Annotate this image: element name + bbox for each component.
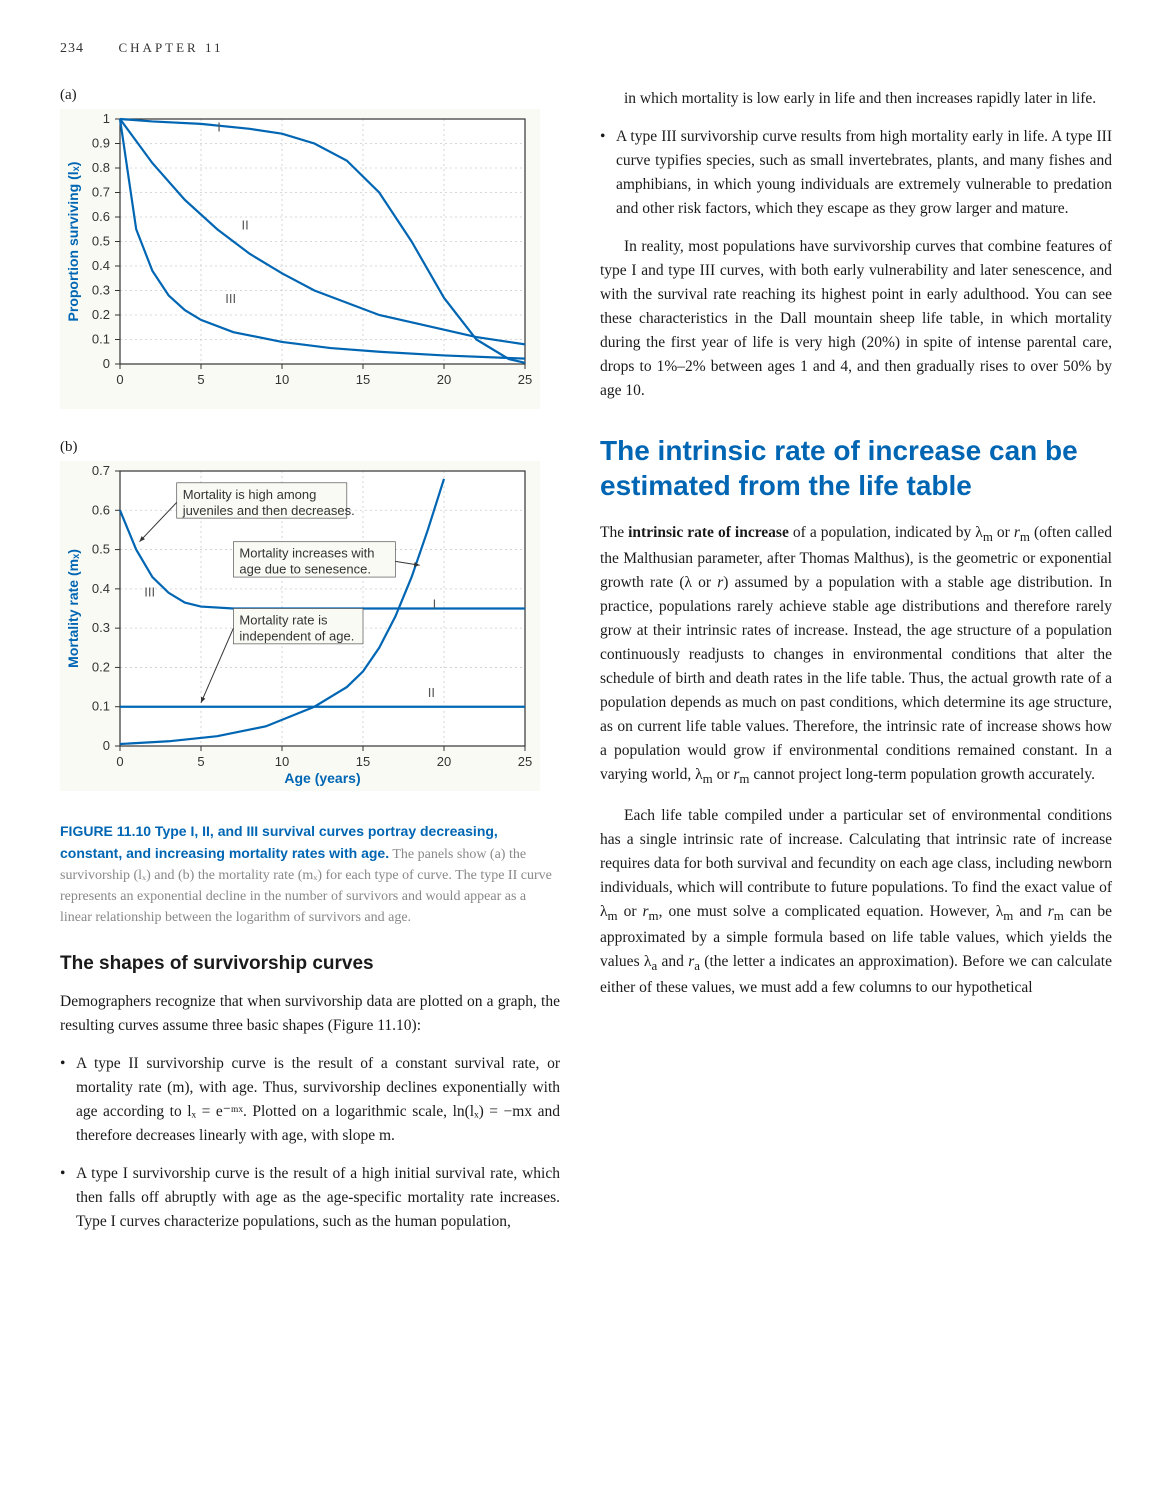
svg-text:0.3: 0.3 bbox=[92, 283, 110, 298]
svg-text:10: 10 bbox=[275, 372, 289, 387]
para-right-4: Each life table compiled under a particu… bbox=[600, 804, 1112, 1000]
chart-b-letter: (b) bbox=[60, 439, 560, 456]
svg-text:0: 0 bbox=[103, 356, 110, 371]
svg-text:III: III bbox=[225, 291, 236, 306]
bullet-right-0: A type III survivorship curve results fr… bbox=[600, 125, 1112, 221]
svg-text:0.5: 0.5 bbox=[92, 542, 110, 557]
chart-a: 0 5 10 15 20 25 0 0.1 0.2 0.3 0.4 0.5 0.6 0.7 0.8 0.9 1 P… bbox=[60, 109, 540, 409]
svg-text:5: 5 bbox=[197, 372, 204, 387]
svg-text:II: II bbox=[428, 685, 435, 700]
para-left-1: Demographers recognize that when survivo… bbox=[60, 990, 560, 1038]
svg-text:Mortality increases with: Mortality increases with bbox=[239, 546, 374, 561]
figure-number: FIGURE 11.10 bbox=[60, 823, 151, 839]
svg-text:0.2: 0.2 bbox=[92, 307, 110, 322]
svg-text:0.2: 0.2 bbox=[92, 659, 110, 674]
svg-text:Age (years): Age (years) bbox=[284, 770, 360, 786]
svg-text:0.9: 0.9 bbox=[92, 136, 110, 151]
svg-text:I: I bbox=[433, 597, 437, 612]
svg-text:0.1: 0.1 bbox=[92, 332, 110, 347]
svg-text:juveniles and then decreases.: juveniles and then decreases. bbox=[182, 503, 355, 518]
chart-b-container: (b) 0 5 10 15 20 25 0 0.1 0.2 0.3 0.4 0.5 0.6 0.7 Age … bbox=[60, 439, 560, 791]
svg-text:0.1: 0.1 bbox=[92, 699, 110, 714]
svg-text:II: II bbox=[242, 217, 249, 232]
svg-text:0.5: 0.5 bbox=[92, 234, 110, 249]
svg-text:0.4: 0.4 bbox=[92, 258, 110, 273]
page-header: 234 CHAPTER 11 bbox=[60, 40, 1112, 57]
svg-text:15: 15 bbox=[356, 754, 370, 769]
svg-text:0: 0 bbox=[103, 738, 110, 753]
svg-text:10: 10 bbox=[275, 754, 289, 769]
chapter-label: CHAPTER 11 bbox=[119, 40, 224, 55]
svg-text:25: 25 bbox=[518, 372, 532, 387]
chart-b: 0 5 10 15 20 25 0 0.1 0.2 0.3 0.4 0.5 0.6 0.7 Age (yea… bbox=[60, 461, 540, 791]
svg-text:Mortality rate (mₓ): Mortality rate (mₓ) bbox=[65, 549, 81, 668]
para-right-1: in which mortality is low early in life … bbox=[600, 87, 1112, 111]
svg-text:5: 5 bbox=[197, 754, 204, 769]
page-number: 234 bbox=[60, 41, 84, 57]
svg-text:0.7: 0.7 bbox=[92, 463, 110, 478]
svg-text:0.4: 0.4 bbox=[92, 581, 110, 596]
svg-text:0: 0 bbox=[116, 372, 123, 387]
section-head: The intrinsic rate of increase can be es… bbox=[600, 433, 1112, 503]
para-right-3: The intrinsic rate of increase of a popu… bbox=[600, 521, 1112, 789]
svg-text:20: 20 bbox=[437, 372, 451, 387]
bullets-right: A type III survivorship curve results fr… bbox=[600, 125, 1112, 221]
svg-text:Mortality rate is: Mortality rate is bbox=[239, 613, 328, 628]
svg-text:independent of age.: independent of age. bbox=[239, 629, 354, 644]
svg-text:Proportion surviving (lₓ): Proportion surviving (lₓ) bbox=[65, 162, 81, 322]
svg-text:25: 25 bbox=[518, 754, 532, 769]
svg-text:0.3: 0.3 bbox=[92, 620, 110, 635]
para-right-2: In reality, most populations have surviv… bbox=[600, 235, 1112, 403]
bullet-left-0: A type II survivorship curve is the resu… bbox=[60, 1052, 560, 1148]
svg-text:III: III bbox=[144, 585, 155, 600]
svg-text:1: 1 bbox=[103, 111, 110, 126]
svg-text:0.8: 0.8 bbox=[92, 160, 110, 175]
svg-text:Mortality is high among: Mortality is high among bbox=[183, 487, 317, 502]
svg-text:age due to senesence.: age due to senesence. bbox=[239, 562, 371, 577]
figure-caption: FIGURE 11.10 Type I, II, and III surviva… bbox=[60, 821, 560, 928]
svg-text:0: 0 bbox=[116, 754, 123, 769]
svg-text:15: 15 bbox=[356, 372, 370, 387]
svg-text:I: I bbox=[217, 119, 221, 134]
chart-a-container: (a) 051015202500.10.20.30.40.50.60.70.80… bbox=[60, 87, 560, 409]
bullet-left-1: A type I survivorship curve is the resul… bbox=[60, 1162, 560, 1234]
subhead-left: The shapes of survivorship curves bbox=[60, 953, 560, 975]
chart-a-letter: (a) bbox=[60, 87, 560, 104]
svg-text:20: 20 bbox=[437, 754, 451, 769]
bullets-left: A type II survivorship curve is the resu… bbox=[60, 1052, 560, 1234]
svg-text:0.6: 0.6 bbox=[92, 209, 110, 224]
svg-text:0.7: 0.7 bbox=[92, 185, 110, 200]
svg-text:0.6: 0.6 bbox=[92, 502, 110, 517]
